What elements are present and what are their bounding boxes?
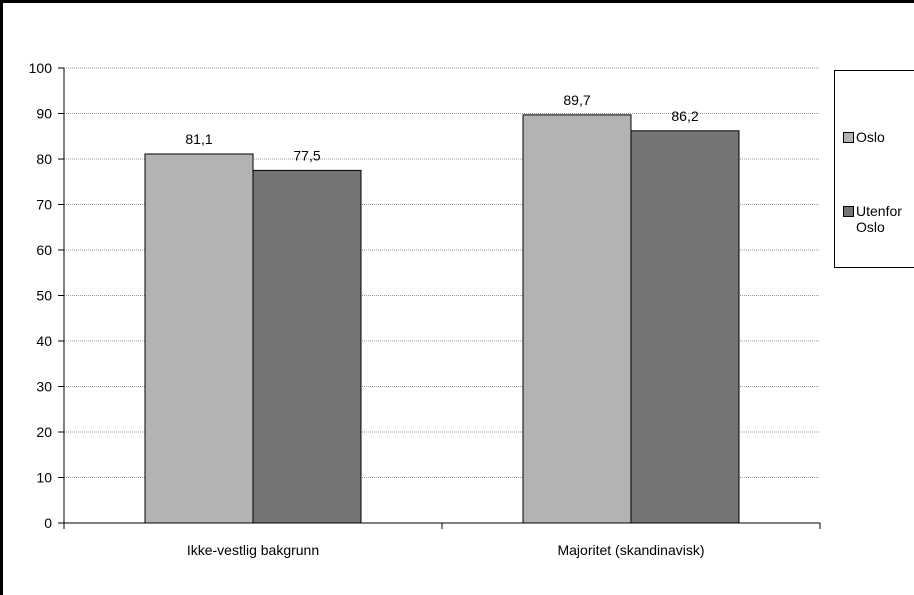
legend-label-utenfor-oslo: Utenfor Oslo xyxy=(856,203,902,235)
y-tick-label-50: 50 xyxy=(36,288,52,304)
y-axis: 0 10 20 30 40 50 60 70 80 90 100 xyxy=(29,60,65,531)
x-category-label-2: Majoritet (skandinavisk) xyxy=(557,542,704,558)
data-label-oslo-2: 89,7 xyxy=(563,92,590,108)
legend-label-oslo: Oslo xyxy=(856,129,885,145)
y-tick-label-20: 20 xyxy=(36,424,52,440)
bar-oslo-1 xyxy=(144,153,254,524)
y-tick-label-90: 90 xyxy=(36,106,52,122)
legend-swatch-utenfor-oslo xyxy=(843,206,854,217)
y-tick-label-10: 10 xyxy=(36,470,52,486)
bar-utenfor-oslo-2 xyxy=(630,130,740,524)
y-tick-label-40: 40 xyxy=(36,333,52,349)
bar-utenfor-oslo-1 xyxy=(252,169,362,524)
data-labels: 81,1 77,5 89,7 86,2 xyxy=(185,92,698,164)
legend: Oslo Utenfor Oslo xyxy=(834,70,914,268)
x-category-label-1: Ikke-vestlig bakgrunn xyxy=(187,542,319,558)
bar-oslo-2 xyxy=(522,114,632,524)
bars xyxy=(144,114,740,524)
data-label-utenfor-oslo-1: 77,5 xyxy=(293,147,320,163)
legend-swatch-oslo xyxy=(843,132,854,143)
y-tick-label-80: 80 xyxy=(36,151,52,167)
x-axis: Ikke-vestlig bakgrunn Majoritet (skandina… xyxy=(63,522,821,558)
legend-item-oslo: Oslo xyxy=(843,129,914,145)
data-label-oslo-1: 81,1 xyxy=(185,131,212,147)
data-label-utenfor-oslo-2: 86,2 xyxy=(671,108,698,124)
y-tick-label-30: 30 xyxy=(36,379,52,395)
y-tick-label-70: 70 xyxy=(36,197,52,213)
legend-item-utenfor-oslo: Utenfor Oslo xyxy=(843,203,914,235)
y-tick-label-0: 0 xyxy=(44,515,52,531)
y-tick-label-100: 100 xyxy=(29,60,53,76)
y-tick-label-60: 60 xyxy=(36,242,52,258)
